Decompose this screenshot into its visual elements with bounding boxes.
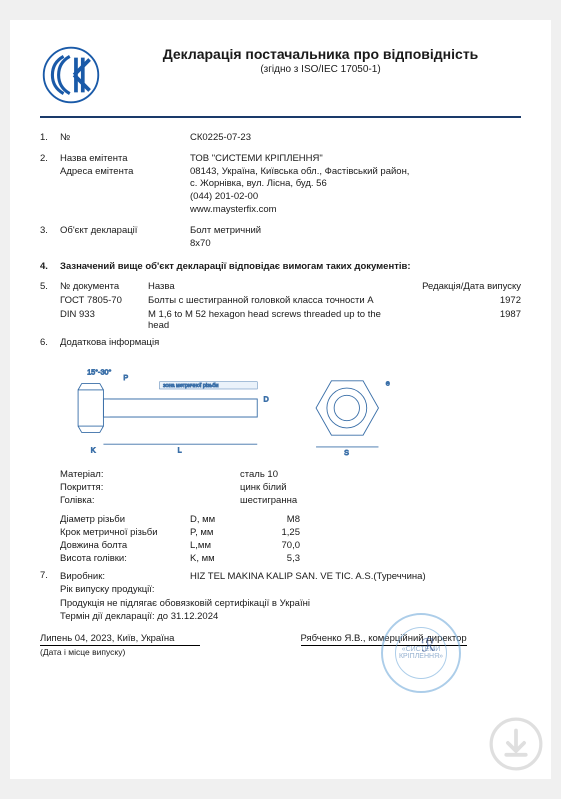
- table-row: DIN 933 M 1,6 to M 52 hexagon head screw…: [40, 309, 521, 331]
- row-conformance: 4. Зазначений вище об'єкт декларації від…: [40, 261, 521, 274]
- doc-subtitle: (згідно з ISO/IEC 17050-1): [120, 64, 521, 75]
- svg-text:K: K: [91, 445, 96, 454]
- row-issuer: 2. Назва емітента Адреса емітента ТОВ "С…: [40, 153, 521, 217]
- standards-table: 5. № документа Назва Редакція/Дата випус…: [40, 281, 521, 331]
- footer: Липень 04, 2023, Київ, Україна (Дата і м…: [40, 633, 521, 657]
- col-doc-name: Назва: [148, 281, 401, 292]
- bolt-diagram: 15°-30° P зона метричної різьби L K D S …: [60, 358, 521, 461]
- table-row: ГОСТ 7805-70 Болты с шестигранной головк…: [40, 295, 521, 306]
- row-decl-number: 1. № СК0225-07-23: [40, 132, 521, 145]
- svg-text:S: S: [344, 448, 349, 457]
- header: Декларація постачальника про відповідніс…: [40, 44, 521, 106]
- download-watermark-icon: [489, 717, 543, 771]
- row-extra-info: 6. Додаткова інформація: [40, 337, 521, 350]
- spec-block: Матеріал:сталь 10 Покриття:цинк білий Го…: [60, 469, 521, 564]
- row-object: 3. Об'єкт декларації Болт метричний 8x70: [40, 225, 521, 251]
- svg-text:15°-30°: 15°-30°: [87, 368, 111, 377]
- svg-text:D: D: [264, 395, 269, 404]
- issue-date-place: Липень 04, 2023, Київ, Україна: [40, 633, 200, 646]
- col-doc-rev: Редакція/Дата випуску: [401, 281, 521, 292]
- svg-text:P: P: [123, 373, 128, 382]
- doc-title: Декларація постачальника про відповідніс…: [120, 46, 521, 62]
- svg-text:e: e: [386, 379, 390, 388]
- company-logo: [40, 44, 102, 106]
- divider: [40, 116, 521, 118]
- section-7: 7. Виробник: HIZ TEL MAKINA KALIP SAN. V…: [40, 570, 521, 623]
- document-page: Декларація постачальника про відповідніс…: [10, 20, 551, 779]
- svg-text:зона метричної різьби: зона метричної різьби: [163, 383, 218, 389]
- svg-text:L: L: [178, 445, 182, 454]
- col-doc-id: № документа: [60, 281, 148, 292]
